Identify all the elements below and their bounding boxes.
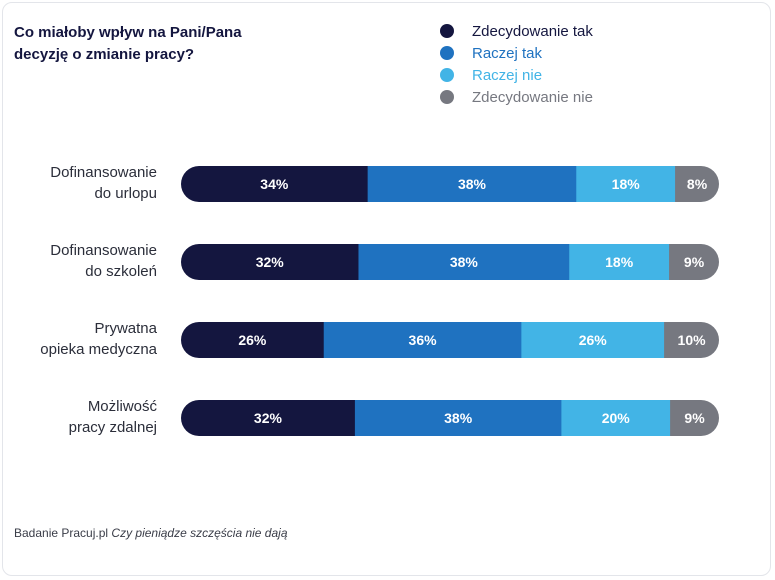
bar-segment	[367, 166, 577, 202]
bar-value-label: 9%	[684, 410, 705, 426]
legend-item-raczej-nie: Raczej nie	[440, 64, 593, 86]
bar-value-label: 9%	[684, 254, 705, 270]
bar-segment	[181, 400, 356, 436]
bar-segment	[670, 400, 719, 436]
bar-row-1	[181, 166, 719, 202]
category-label: do urlopu	[94, 185, 157, 202]
legend-swatch-raczej-nie	[440, 68, 454, 82]
bar-segment	[561, 400, 671, 436]
footer-report-title: Czy pieniądze szczęścia nie dają	[111, 526, 288, 540]
category-label: Możliwość	[88, 398, 158, 415]
bar-value-label: 32%	[254, 410, 283, 426]
bar-value-label: 38%	[450, 254, 479, 270]
chart-title: Co miałoby wpływ na Pani/Pana decyzję o …	[14, 22, 314, 66]
bar-value-label: 8%	[687, 176, 708, 192]
category-label: pracy zdalnej	[69, 419, 157, 436]
bar-value-label: 32%	[256, 254, 285, 270]
bar-value-label: 18%	[605, 254, 634, 270]
bar-segment	[576, 166, 676, 202]
category-label: opieka medyczna	[40, 341, 157, 358]
legend-item-raczej-tak: Raczej tak	[440, 42, 593, 64]
bar-segment	[521, 322, 665, 358]
footer-source: Badanie Pracuj.pl	[14, 526, 109, 540]
bar-value-label: 36%	[409, 332, 438, 348]
legend-swatch-zdecydowanie-tak	[440, 24, 454, 38]
bar-value-label: 38%	[458, 176, 487, 192]
bar-row-4	[181, 400, 719, 436]
legend-label-zdecydowanie-nie: Zdecydowanie nie	[472, 88, 593, 106]
bar-value-label: 10%	[678, 332, 707, 348]
bar-value-label: 26%	[238, 332, 267, 348]
legend-label-zdecydowanie-tak: Zdecydowanie tak	[472, 22, 593, 40]
category-label: Prywatna	[94, 320, 157, 337]
legend-item-zdecydowanie-tak: Zdecydowanie tak	[440, 20, 593, 42]
bar-value-label: 20%	[602, 410, 631, 426]
chart-title-line-1: Co miałoby wpływ na Pani/Pana	[14, 24, 242, 41]
legend-label-raczej-nie: Raczej nie	[472, 66, 543, 84]
bar-segment	[181, 322, 325, 358]
legend-swatch-zdecydowanie-nie	[440, 90, 454, 104]
bar-segment	[181, 244, 359, 280]
category-label: Dofinansowanie	[50, 164, 157, 181]
legend-item-zdecydowanie-nie: Zdecydowanie nie	[440, 86, 593, 108]
bar-segment	[669, 244, 719, 280]
legend-label-raczej-tak: Raczej tak	[472, 44, 543, 62]
bar-row-3	[181, 322, 719, 358]
bar-segment	[358, 244, 570, 280]
bar-value-label: 38%	[444, 410, 473, 426]
category-label: Dofinansowanie	[50, 242, 157, 259]
bar-segment	[323, 322, 522, 358]
bar-segment	[354, 400, 562, 436]
source-footer: Badanie Pracuj.pl Czy pieniądze szczęści…	[14, 526, 288, 540]
bar-segment	[675, 166, 719, 202]
bar-segment	[569, 244, 670, 280]
bar-value-label: 34%	[260, 176, 289, 192]
chart-legend: Zdecydowanie tak Raczej tak Raczej nie Z…	[440, 20, 593, 108]
bar-value-label: 26%	[579, 332, 608, 348]
stacked-bar-chart: 34% 38% 18% 8% Dofinansowanie do urlopu 32% 38%…	[40, 164, 719, 436]
bar-segment	[664, 322, 719, 358]
bar-segment	[181, 166, 369, 202]
bar-row-2	[181, 244, 719, 280]
category-label: do szkoleń	[85, 263, 157, 280]
legend-swatch-raczej-tak	[440, 46, 454, 60]
bar-value-label: 18%	[612, 176, 641, 192]
chart-title-line-2: decyzję o zmianie pracy?	[14, 46, 195, 63]
